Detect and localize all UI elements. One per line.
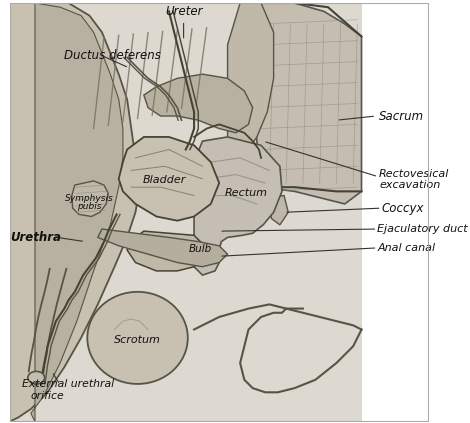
PathPatch shape [31,3,123,422]
Text: Urethra: Urethra [10,231,61,244]
Text: orifice: orifice [31,391,64,401]
PathPatch shape [72,181,108,217]
Text: Bulb: Bulb [189,244,212,254]
Text: Ureter: Ureter [165,5,203,18]
PathPatch shape [267,195,288,225]
Text: Scrotum: Scrotum [114,335,161,345]
Text: Rectum: Rectum [225,189,268,198]
Ellipse shape [87,292,188,384]
PathPatch shape [10,3,140,422]
Text: Anal canal: Anal canal [377,243,436,253]
PathPatch shape [98,229,227,267]
PathPatch shape [127,231,203,271]
PathPatch shape [144,74,253,133]
Text: External urethral: External urethral [23,379,115,389]
Text: Symphysis: Symphysis [65,194,114,203]
Text: Coccyx: Coccyx [382,202,424,214]
Ellipse shape [28,371,45,384]
Text: pubis: pubis [77,202,102,212]
Text: excavation: excavation [379,180,440,190]
Bar [10,3,361,422]
PathPatch shape [119,137,219,221]
Text: Rectovesical: Rectovesical [379,169,449,179]
PathPatch shape [194,137,282,275]
PathPatch shape [227,3,274,162]
Text: Bladder: Bladder [143,175,187,185]
Text: Ejaculatory duct: Ejaculatory duct [377,224,468,234]
PathPatch shape [253,3,361,204]
Text: Sacrum: Sacrum [379,110,424,123]
Text: Ductus deferens: Ductus deferens [64,49,161,62]
